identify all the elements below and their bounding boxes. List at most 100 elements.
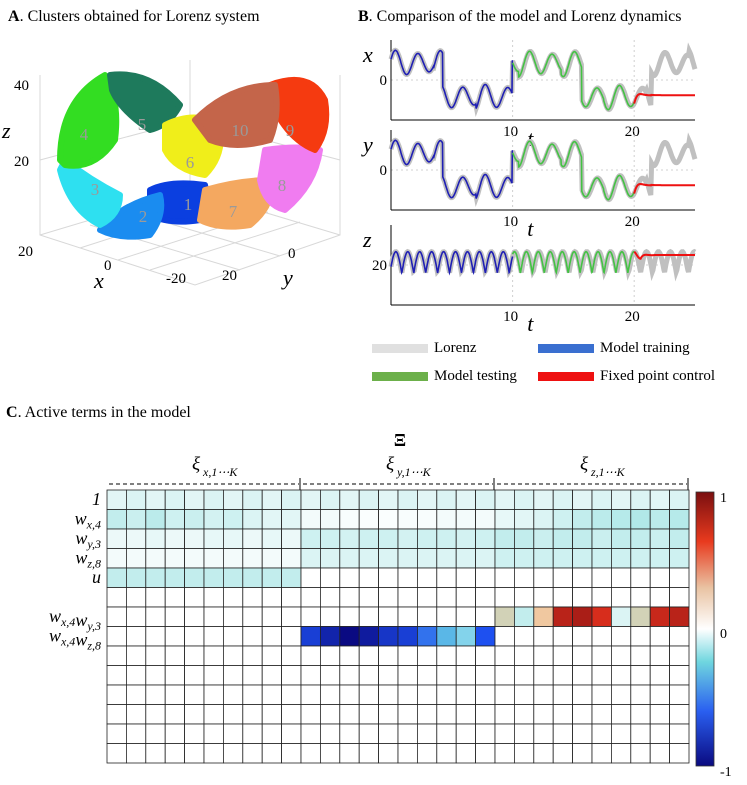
heatmap-cell-r0-c0 (106, 489, 127, 510)
row-x-xtick-10: 10 (503, 124, 518, 140)
heatmap-cell-r3-c15 (397, 548, 418, 569)
heatmap-cell-r12-c14 (378, 723, 399, 744)
heatmap-cell-r8-c18 (455, 645, 477, 666)
heatmap-cell-r13-c18 (455, 743, 477, 764)
cluster-9-label: 9 (286, 121, 295, 140)
heatmap-cell-r13-c13 (358, 743, 380, 764)
heatmap-cell-r4-c22 (533, 567, 554, 588)
heatmap-cell-r13-c5 (203, 743, 224, 764)
heatmap-cell-r1-c27 (630, 509, 651, 530)
heatmap-cell-r11-c24 (572, 704, 593, 725)
heatmap-cell-r6-c24 (572, 606, 593, 627)
heatmap-cell-r11-c28 (649, 704, 671, 725)
heatmap-cell-r6-c17 (436, 606, 457, 627)
heatmap-cell-r7-c28 (649, 626, 671, 647)
cluster-4-region (57, 72, 120, 169)
heatmap-cell-r7-c14 (378, 626, 399, 647)
heatmap-cell-r5-c4 (184, 587, 205, 608)
heatmap-cell-r0-c7 (242, 489, 263, 510)
heatmap-cell-r4-c27 (630, 567, 651, 588)
heatmap-cell-r6-c7 (242, 606, 263, 627)
heatmap-cell-r10-c29 (669, 684, 690, 705)
column-group-1-subscript: y,1⋯K (396, 465, 432, 479)
heatmap-cell-r11-c27 (630, 704, 651, 725)
heatmap-cell-r1-c23 (552, 509, 574, 530)
cluster-4-label: 4 (80, 125, 89, 144)
heatmap-cell-r4-c0 (106, 567, 127, 588)
legend-label-lorenz: Lorenz (434, 340, 477, 356)
row-x-ytick: 0 (380, 73, 388, 89)
heatmap-cell-r3-c13 (358, 548, 380, 569)
heatmap-cell-r0-c27 (630, 489, 651, 510)
heatmap-cell-r5-c18 (455, 587, 477, 608)
heatmap-cell-r4-c20 (494, 567, 515, 588)
timeseries-row-x: x0 10 20 t (362, 40, 698, 151)
heatmap-cell-r1-c4 (184, 509, 205, 530)
row-y-xtick-20: 20 (625, 214, 640, 230)
heatmap-cell-r11-c15 (397, 704, 418, 725)
y-tick-0: 0 (288, 246, 296, 262)
cluster-5-label: 5 (138, 115, 147, 134)
heatmap-cell-r9-c18 (455, 665, 477, 686)
column-group-2-subscript: z,1⋯K (590, 465, 626, 479)
heatmap-cell-r10-c20 (494, 684, 515, 705)
heatmap-cell-r8-c27 (630, 645, 651, 666)
heatmap-cell-r8-c23 (552, 645, 574, 666)
heatmap-cell-r5-c24 (572, 587, 593, 608)
column-group-0-label: ξ (192, 454, 201, 475)
heatmap-cell-r10-c19 (475, 684, 496, 705)
heatmap-cell-r11-c7 (242, 704, 263, 725)
heatmap-cell-r10-c5 (203, 684, 224, 705)
heatmap-cell-r3-c14 (378, 548, 399, 569)
heatmap-cell-r13-c17 (436, 743, 457, 764)
heatmap-cell-r1-c28 (649, 509, 671, 530)
heatmap-cell-r1-c24 (572, 509, 593, 530)
row-label-7: wx,4wz,8 (49, 626, 101, 653)
row-x-testing-line (511, 50, 635, 111)
heatmap-cell-r0-c9 (281, 489, 302, 510)
heatmap-cell-r3-c27 (630, 548, 651, 569)
heatmap-cell-r12-c13 (358, 723, 380, 744)
legend-training: Model training (538, 340, 690, 357)
heatmap-cell-r8-c20 (494, 645, 515, 666)
heatmap-cell-r3-c11 (319, 548, 341, 569)
heatmap-cell-r3-c8 (261, 548, 283, 569)
heatmap-cell-r3-c29 (669, 548, 690, 569)
row-x-xtick-20: 20 (625, 124, 640, 140)
panel-c-heatmap: Ξ ξ x,1⋯K ξ y,1⋯K ξ z,1⋯K 1wx,4wy,3wz,8uwx,4w… (49, 430, 732, 780)
heatmap-cell-r6-c10 (300, 606, 321, 627)
row-y-testing-line (511, 140, 635, 201)
z-tick-20: 20 (14, 154, 29, 170)
heatmap-cell-r2-c17 (436, 528, 457, 549)
heatmap-cell-r1-c12 (339, 509, 360, 530)
heatmap-cell-r13-c27 (630, 743, 651, 764)
heatmap-cell-r1-c15 (397, 509, 418, 530)
heatmap-cell-r7-c9 (281, 626, 302, 647)
heatmap-cell-r5-c19 (475, 587, 496, 608)
heatmap-cell-r4-c3 (164, 567, 185, 588)
heatmap-cell-r2-c3 (164, 528, 185, 549)
heatmap-cell-r10-c22 (533, 684, 554, 705)
heatmap-cell-r7-c27 (630, 626, 651, 647)
heatmap-cell-r3-c20 (494, 548, 515, 569)
cluster-10-region (192, 82, 280, 148)
heatmap-cell-r4-c21 (514, 567, 535, 588)
cluster-8-region (257, 144, 323, 213)
heatmap-cell-r6-c29 (669, 606, 690, 627)
heatmap-cell-r6-c5 (203, 606, 224, 627)
legend-swatch-control (538, 372, 594, 381)
heatmap-cell-r9-c17 (436, 665, 457, 686)
heatmap-cell-r3-c22 (533, 548, 554, 569)
heatmap-cell-r12-c10 (300, 723, 321, 744)
heatmap-cell-r2-c9 (281, 528, 302, 549)
heatmap-cell-r1-c26 (611, 509, 632, 530)
heatmap-cell-r13-c1 (126, 743, 147, 764)
heatmap-cell-r9-c1 (126, 665, 147, 686)
y-axis-label: y (281, 265, 293, 290)
heatmap-cell-r9-c25 (591, 665, 612, 686)
heatmap-cell-r9-c20 (494, 665, 515, 686)
heatmap-cell-r7-c10 (300, 626, 321, 647)
heatmap-cell-r7-c20 (494, 626, 515, 647)
heatmap-cell-r11-c8 (261, 704, 283, 725)
